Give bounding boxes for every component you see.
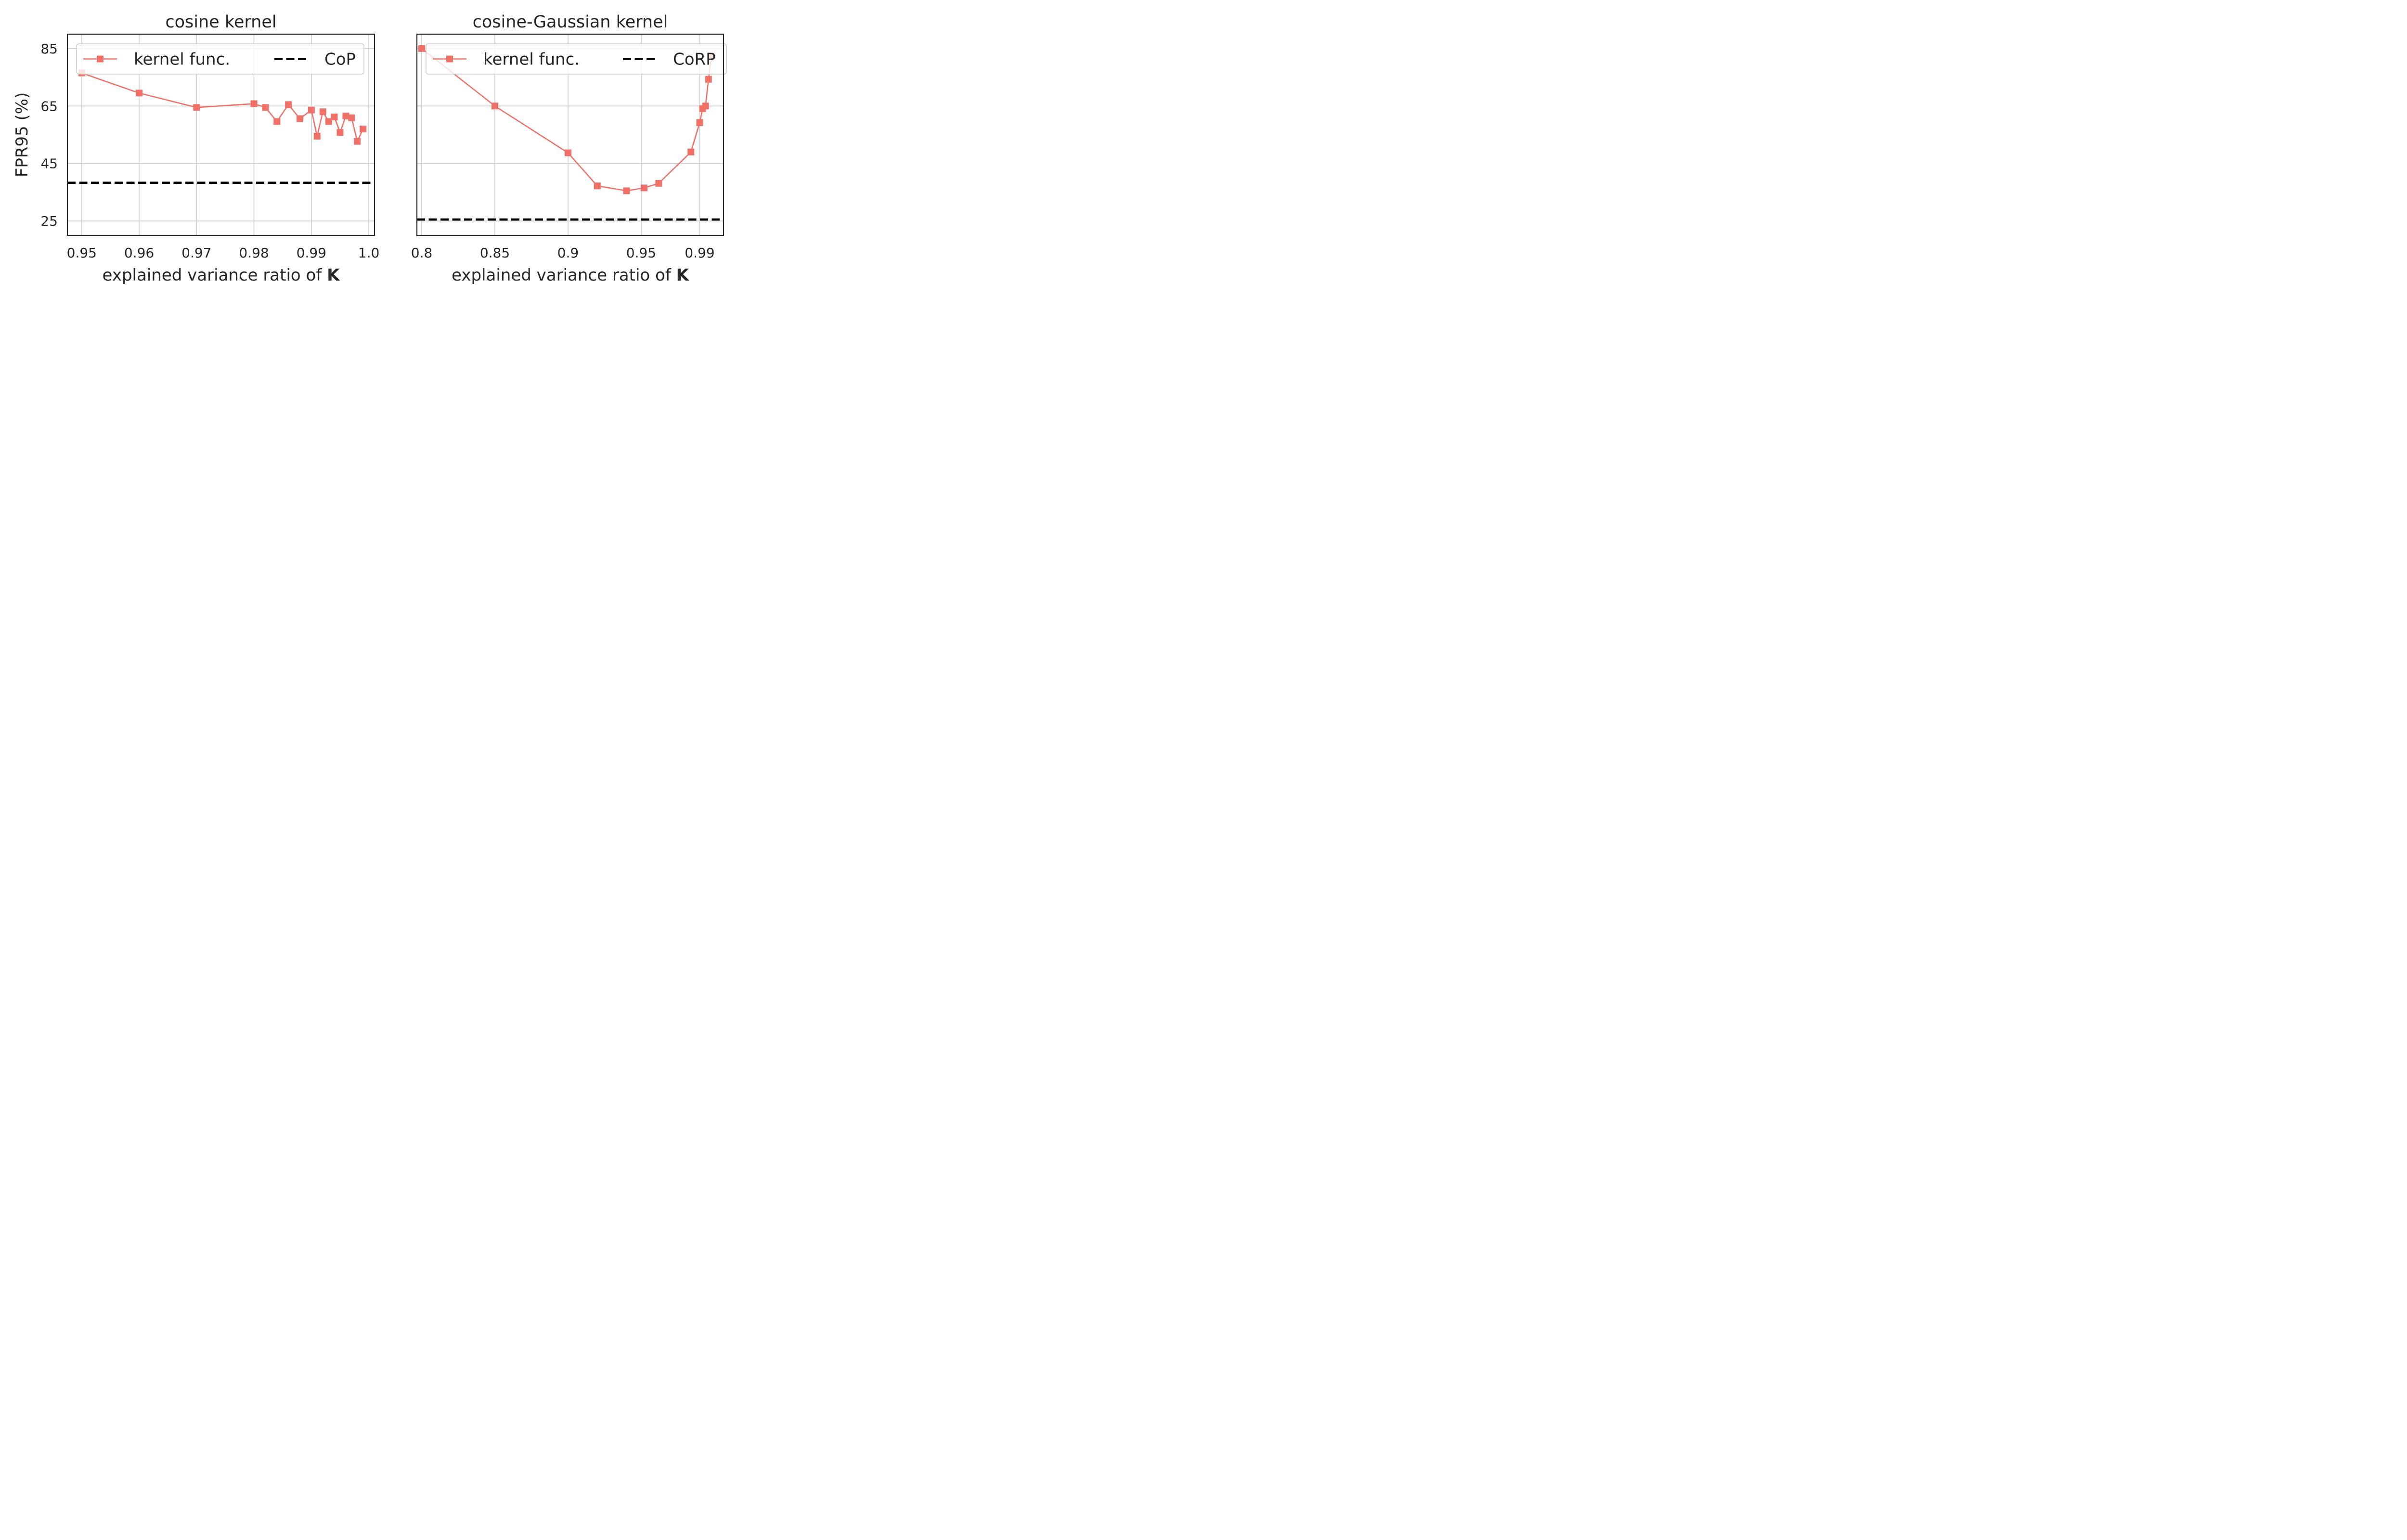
- x-tick-label: 1.0: [358, 245, 380, 261]
- y-tick-label: 85: [40, 41, 58, 57]
- data-point-marker: [336, 129, 344, 136]
- x-axis-label-text: explained variance ratio of: [452, 266, 676, 285]
- plot-frame: [66, 33, 375, 236]
- x-tick-label: 0.96: [124, 245, 154, 261]
- legend-marker-sample: [97, 55, 104, 63]
- legend-label: CoRP: [673, 50, 716, 69]
- data-point-marker: [705, 76, 712, 83]
- chart-title: cosine kernel: [165, 13, 276, 32]
- data-point-marker: [325, 118, 332, 125]
- x-tick-label: 0.99: [297, 245, 326, 261]
- x-axis-label: explained variance ratio of K: [103, 266, 341, 285]
- data-point-marker: [308, 106, 315, 114]
- legend-label: kernel func.: [483, 50, 580, 69]
- data-point-marker: [285, 101, 292, 108]
- x-axis-label-bold-symbol: K: [327, 266, 340, 285]
- legend-box: [76, 43, 364, 75]
- data-point-marker: [331, 113, 338, 120]
- data-point-marker: [348, 114, 355, 121]
- cosine-kernel-panel: cosine kernel 0.95 0.96 0.97 0.98 0.99 1.0 25 45…: [13, 13, 379, 285]
- legend-label: kernel func.: [134, 50, 230, 69]
- x-tick-label: 0.98: [239, 245, 269, 261]
- x-tick-label: 0.99: [685, 245, 714, 261]
- x-tick-label: 0.95: [626, 245, 656, 261]
- legend-label: CoP: [324, 50, 356, 69]
- x-axis-label-bold-symbol: K: [676, 266, 690, 285]
- data-point-marker: [360, 126, 367, 133]
- data-point-marker: [418, 45, 426, 52]
- data-point-marker: [250, 100, 258, 107]
- x-tick-label: 0.95: [67, 245, 97, 261]
- x-axis-label-text: explained variance ratio of: [103, 266, 327, 285]
- legend-box: [426, 43, 727, 75]
- y-axis-label: FPR95 (%): [13, 92, 32, 178]
- series-line: [81, 72, 364, 143]
- data-point-marker: [319, 108, 326, 116]
- data-point-marker: [342, 113, 349, 120]
- x-tick-label: 0.9: [557, 245, 579, 261]
- y-tick-label: 45: [40, 156, 58, 172]
- data-point-marker: [594, 182, 601, 190]
- data-point-marker: [273, 118, 281, 125]
- chart-title: cosine-Gaussian kernel: [473, 13, 668, 32]
- y-tick-label: 65: [40, 98, 58, 114]
- y-tick-label: 25: [40, 213, 58, 229]
- data-point-marker: [136, 90, 143, 97]
- data-point-marker: [687, 148, 695, 155]
- x-tick-label: 0.97: [181, 245, 211, 261]
- data-point-marker: [640, 184, 647, 192]
- data-point-marker: [696, 119, 703, 126]
- data-point-marker: [702, 103, 709, 110]
- data-point-marker: [491, 103, 498, 110]
- data-point-marker: [313, 132, 321, 140]
- cosine-gaussian-kernel-panel: cosine-Gaussian kernel 0.8 0.85 0.9 0.95 0.99…: [411, 13, 727, 285]
- data-point-marker: [193, 104, 200, 111]
- plot-frame: [416, 33, 725, 236]
- data-point-marker: [262, 104, 269, 111]
- figure: cosine kernel 0.95 0.96 0.97 0.98 0.99 1.0 25 45…: [13, 13, 727, 285]
- data-point-marker: [655, 180, 662, 187]
- data-point-marker: [623, 187, 630, 194]
- data-point-marker: [564, 149, 571, 156]
- data-point-marker: [296, 115, 303, 122]
- legend-marker-sample: [446, 55, 453, 63]
- x-tick-label: 0.8: [411, 245, 433, 261]
- x-axis-label: explained variance ratio of K: [452, 266, 690, 285]
- data-point-marker: [354, 138, 361, 145]
- x-tick-label: 0.85: [480, 245, 510, 261]
